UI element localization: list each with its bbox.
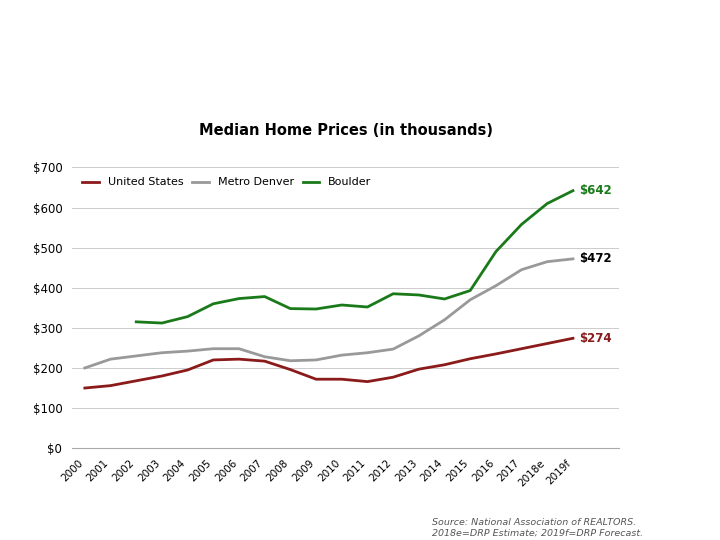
Text: $274: $274: [580, 332, 612, 345]
Text: Metro Denver #12 and Boulder #7 for: Metro Denver #12 and Boulder #7 for: [29, 24, 533, 48]
Text: Source: National Association of REALTORS.
2018e=DRP Estimate; 2019f=DRP Forecast: Source: National Association of REALTORS…: [432, 518, 643, 537]
Text: $472: $472: [580, 252, 612, 265]
Legend: United States, Metro Denver, Boulder: United States, Metro Denver, Boulder: [78, 173, 376, 192]
Text: Highest Median Home Price, 3Q 2018: Highest Median Home Price, 3Q 2018: [29, 82, 526, 105]
Text: Median Home Prices (in thousands): Median Home Prices (in thousands): [199, 123, 492, 138]
Text: $642: $642: [580, 184, 612, 197]
